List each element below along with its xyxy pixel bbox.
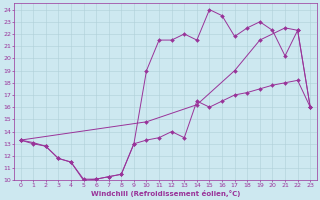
X-axis label: Windchill (Refroidissement éolien,°C): Windchill (Refroidissement éolien,°C) bbox=[91, 190, 240, 197]
